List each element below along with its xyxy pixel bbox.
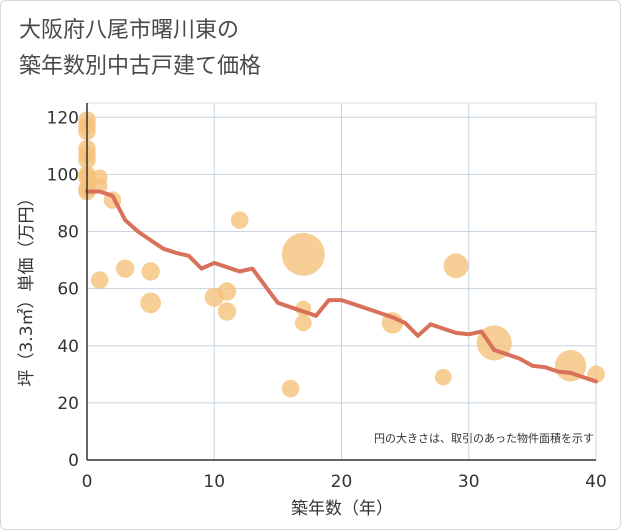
bubble (115, 259, 135, 278)
bubble (295, 314, 312, 332)
grid-lines (86, 102, 597, 461)
trend-line (85, 189, 598, 384)
bubble (281, 232, 325, 276)
size-annotation: 円の大きさは、取引のあった物件面積を示す (374, 431, 594, 445)
title-line-2: 築年数別中古戸建て価格 (19, 54, 262, 79)
x-tick-label: 10 (203, 472, 225, 492)
x-tick-label: 0 (82, 472, 93, 492)
title-line-1: 大阪府八尾市曙川東の (19, 18, 240, 43)
x-tick-label: 20 (331, 472, 353, 492)
bubble (90, 271, 109, 289)
bubble (140, 292, 162, 314)
bubble (217, 302, 237, 321)
bubble (230, 211, 249, 229)
x-tick-label: 30 (458, 472, 480, 492)
y-tick-label: 40 (57, 337, 79, 357)
bubble (434, 368, 452, 386)
trend-series (85, 189, 598, 384)
x-tick-label: 40 (585, 472, 607, 492)
axes: 0 20 40 60 80 100 120 0 10 20 30 40 (47, 103, 607, 492)
y-tick-label: 60 (57, 280, 79, 300)
bubble-series (78, 111, 605, 398)
bubble (443, 253, 469, 279)
y-tick-label: 120 (47, 108, 79, 128)
y-tick-label: 0 (68, 451, 79, 471)
y-tick-label: 80 (57, 223, 79, 243)
y-axis-label: 坪（3.3㎡）単価（万円） (17, 189, 37, 386)
y-tick-label: 20 (57, 394, 79, 414)
bubble (217, 282, 237, 301)
x-axis-label: 築年数（年） (291, 499, 393, 519)
y-tick-label: 100 (47, 165, 79, 185)
chart-title: 大阪府八尾市曙川東の 築年数別中古戸建て価格 (19, 13, 261, 85)
bubble (141, 262, 160, 281)
bubble (281, 379, 300, 398)
